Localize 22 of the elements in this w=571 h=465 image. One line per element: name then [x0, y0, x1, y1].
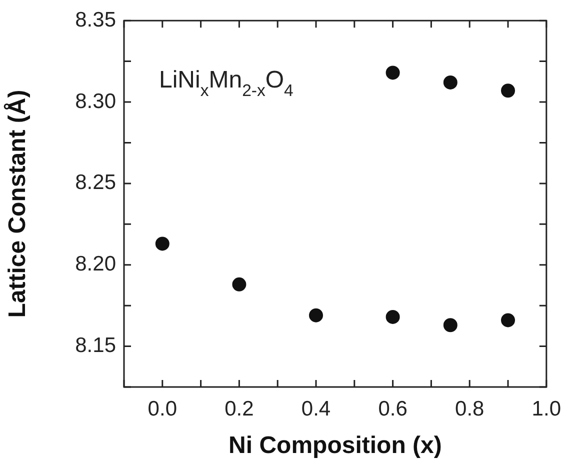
- x-tick-label: 0.2: [224, 397, 254, 420]
- x-tick-label: 0.8: [455, 397, 484, 420]
- point: [501, 313, 516, 328]
- x-tick-label: 0.0: [148, 397, 177, 420]
- y-tick-label: 8.15: [75, 334, 116, 358]
- x-tick-label: 1.0: [532, 397, 562, 420]
- point: [386, 66, 400, 80]
- point: [501, 84, 516, 98]
- point: [232, 277, 246, 292]
- y-tick-label: 8.30: [75, 90, 116, 113]
- y-axis-title: Lattice Constant (Å): [3, 90, 32, 318]
- y-tick-label: 8.25: [75, 171, 116, 194]
- point: [443, 75, 458, 90]
- y-tick-label: 8.35: [75, 8, 116, 32]
- point: [155, 236, 170, 251]
- x-tick-label: 0.6: [378, 397, 408, 420]
- point: [443, 318, 458, 332]
- x-tick-label: 0.4: [301, 397, 331, 420]
- point: [309, 308, 323, 322]
- point: [386, 310, 400, 324]
- x-axis-title: Ni Composition (x): [228, 432, 442, 460]
- y-tick-label: 8.20: [75, 252, 116, 276]
